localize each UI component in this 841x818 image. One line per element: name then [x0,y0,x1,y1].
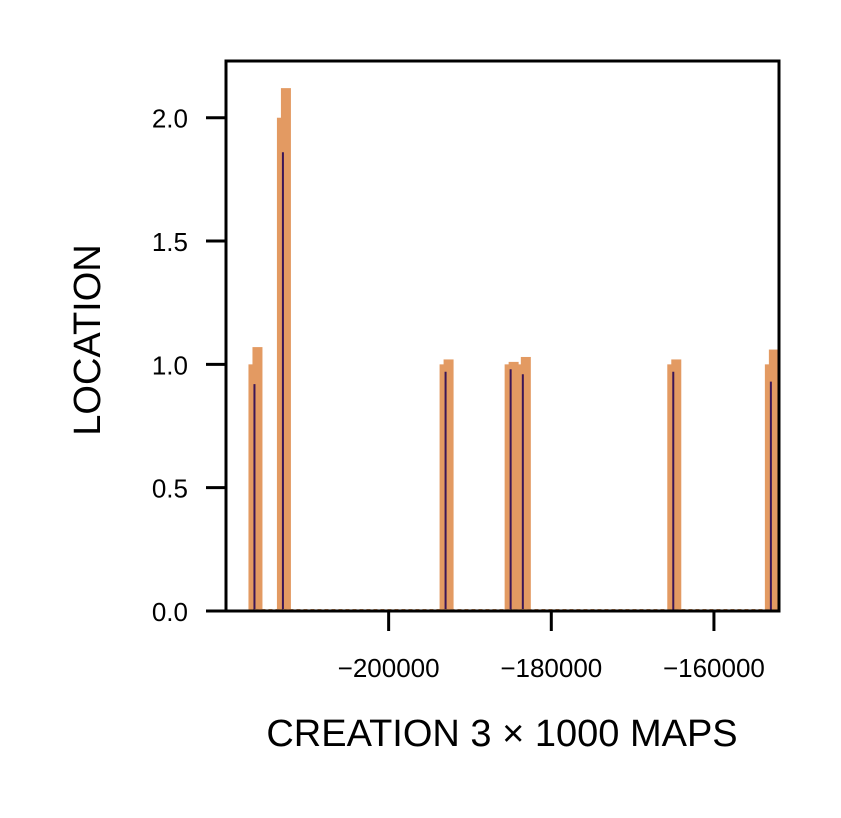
y-tick-label: 0.5 [152,474,188,504]
y-tick-label: 2.0 [152,104,188,134]
bar-top [252,347,263,611]
y-tick-label: 1.0 [152,350,188,380]
x-tick-label: −160000 [663,653,765,683]
x-axis-label: CREATION 3 × 1000 MAPS [266,713,737,755]
x-tick-label: −200000 [338,653,440,683]
bar-top [508,361,519,611]
bar-top [443,359,454,611]
bar-top [671,359,682,611]
bars-group [248,88,779,612]
plot-frame [224,59,781,613]
y-tick-label: 1.5 [152,227,188,257]
bar-top [768,349,779,611]
bar-top [280,88,291,611]
y-axis: 0.0 0.5 1.0 1.5 2.0 [152,104,226,627]
x-axis: −200000 −180000 −160000 [338,611,765,683]
x-tick-label: −180000 [500,653,602,683]
y-axis-label: LOCATION [67,244,109,435]
y-tick-label: 0.0 [152,597,188,627]
bar-top [520,356,531,611]
